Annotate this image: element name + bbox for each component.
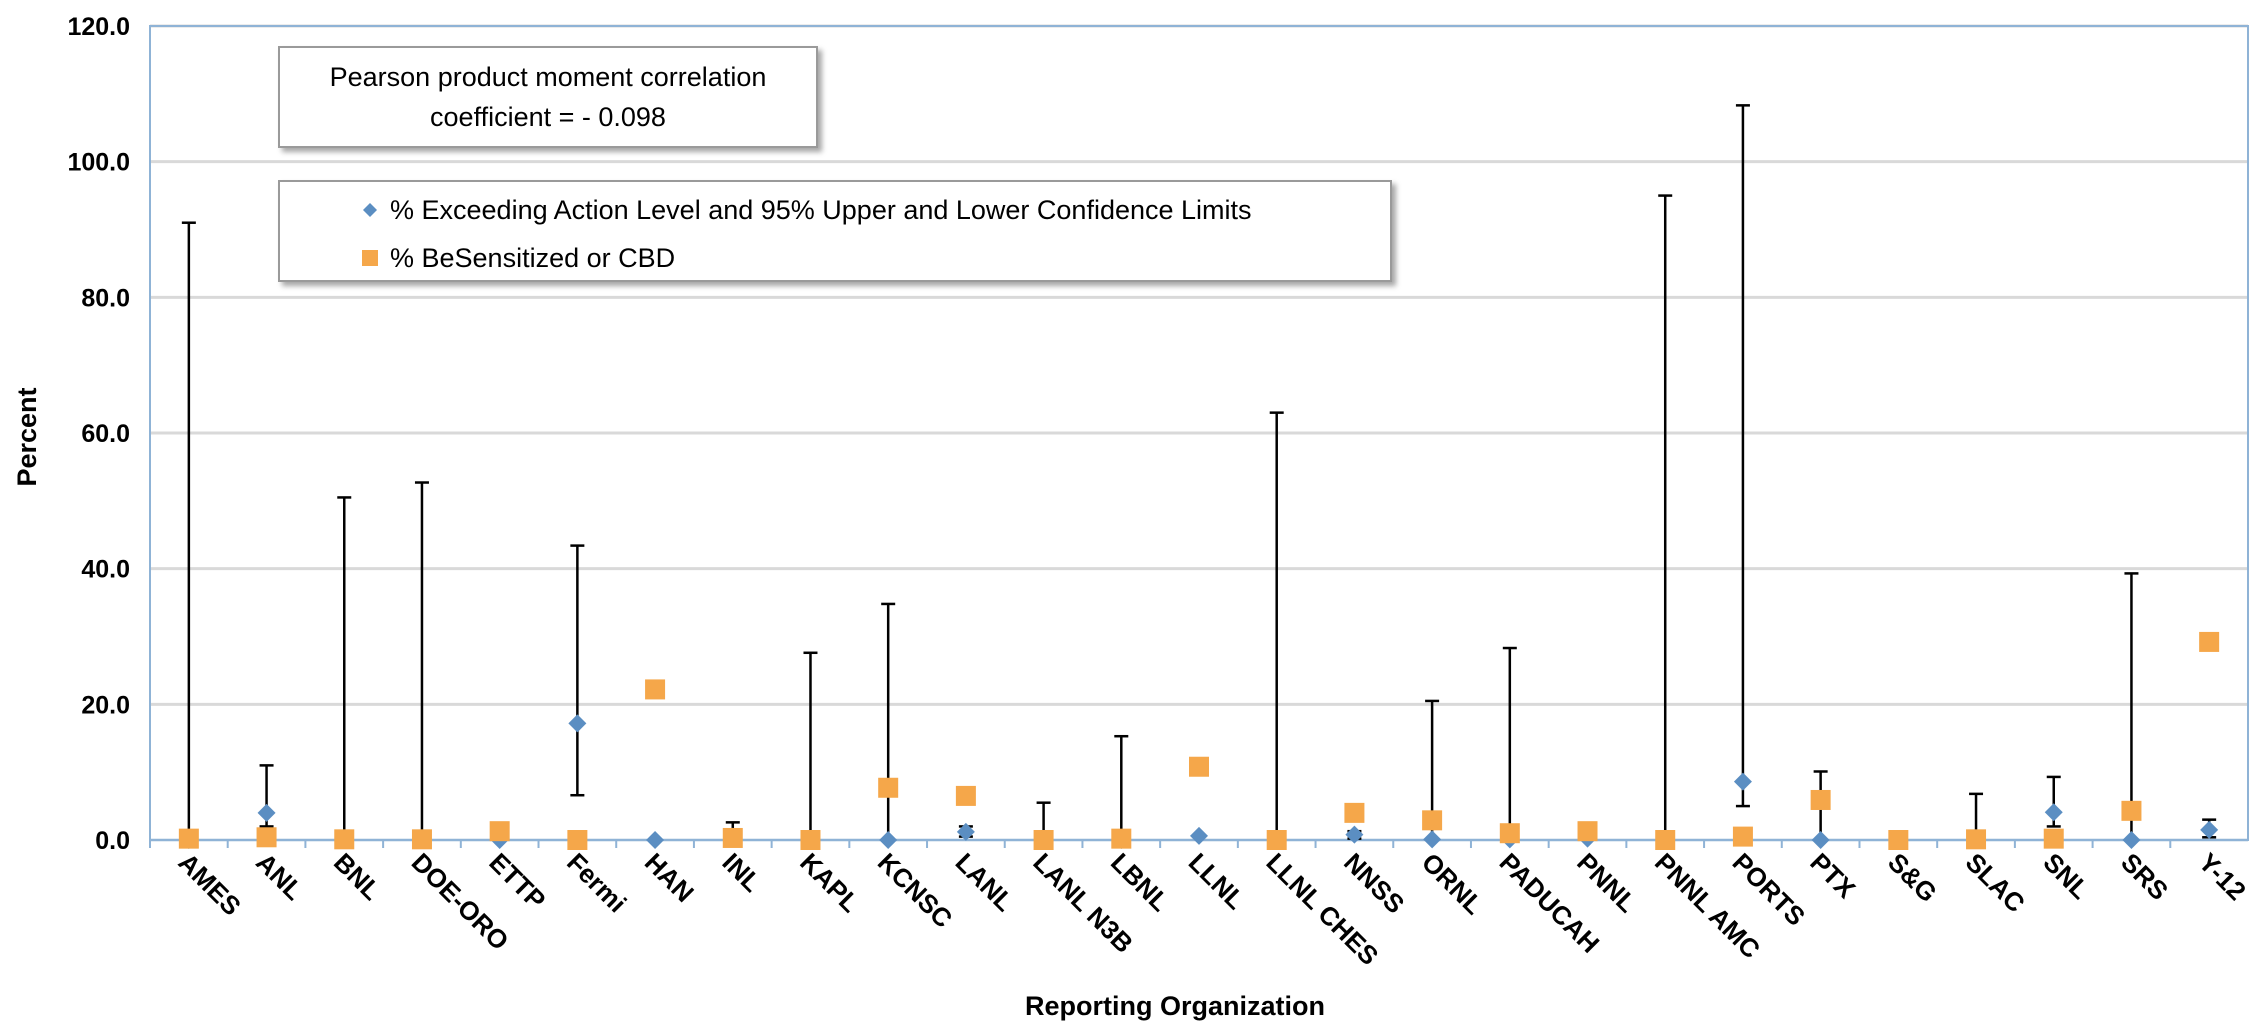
point-besensitized [2199, 631, 2220, 652]
point-exceeding [1423, 830, 1442, 849]
x-tick-label: KCNSC [872, 847, 959, 934]
point-besensitized [1033, 830, 1054, 850]
series-exceeding-points [179, 714, 2219, 849]
point-besensitized [1810, 789, 1831, 810]
legend-item-besensitized: % BeSensitized or CBD [280, 238, 675, 278]
x-tick-label: INL [717, 847, 768, 898]
point-besensitized [2121, 800, 2142, 821]
x-tick-label: ETTP [483, 847, 551, 915]
x-tick-label: PNNL [1571, 847, 1642, 918]
point-besensitized [1888, 830, 1909, 850]
point-exceeding [956, 822, 975, 841]
point-besensitized [1189, 756, 1209, 777]
x-tick-label: PTX [1804, 847, 1861, 904]
x-tick-label: S&G [1882, 847, 1943, 908]
x-tick-label: LLNL [1183, 847, 1251, 915]
point-besensitized [1655, 830, 1676, 850]
axes [149, 25, 2249, 848]
point-besensitized [1499, 823, 1520, 844]
point-besensitized [567, 830, 588, 850]
point-exceeding [568, 714, 587, 733]
x-tick-label: SLAC [1960, 847, 2031, 918]
y-tick-labels: 0.0 20.0 40.0 60.0 80.0 100.0 120.0 [67, 13, 130, 855]
x-tick-label: SRS [2115, 847, 2174, 906]
point-exceeding [1811, 831, 1830, 849]
x-tick-label: KAPL [794, 847, 865, 918]
x-tick-label: HAN [639, 847, 700, 908]
legend-item-exceeding: % Exceeding Action Level and 95% Upper a… [280, 190, 1252, 230]
point-exceeding [2200, 820, 2219, 839]
diamond-marker-icon [363, 203, 377, 217]
point-besensitized [878, 777, 899, 798]
x-tick-label: NNSS [1338, 847, 1410, 919]
x-axis-label: Reporting Organization [1025, 991, 1325, 1021]
point-exceeding [1190, 826, 1208, 845]
y-tick-label: 60.0 [81, 420, 130, 448]
point-besensitized [722, 827, 743, 848]
y-axis-label: Percent [12, 387, 42, 486]
y-tick-label: 20.0 [81, 691, 130, 719]
point-besensitized [1266, 830, 1287, 850]
point-besensitized [1732, 826, 1753, 847]
point-besensitized [800, 830, 821, 850]
point-exceeding [2044, 803, 2063, 822]
legend-label-exceeding: % Exceeding Action Level and 95% Upper a… [390, 194, 1252, 225]
legend-label-besensitized: % BeSensitized or CBD [390, 242, 676, 273]
point-besensitized [334, 829, 355, 850]
legend: % Exceeding Action Level and 95% Upper a… [278, 180, 1392, 282]
point-besensitized [645, 679, 666, 700]
point-besensitized [1577, 821, 1598, 842]
y-tick-label: 100.0 [67, 149, 130, 177]
x-tick-label: SNL [2037, 847, 2095, 905]
y-tick-label: 0.0 [95, 827, 130, 855]
point-besensitized [2043, 828, 2064, 849]
square-marker-icon [362, 250, 378, 266]
point-besensitized [1111, 828, 1132, 849]
correlation-annotation: Pearson product moment correlation coeff… [278, 46, 818, 148]
point-besensitized [1966, 829, 1987, 850]
point-besensitized [1344, 802, 1365, 823]
x-tick-label: BNL [328, 847, 387, 906]
x-tick-label: LBNL [1105, 847, 1175, 917]
y-tick-label: 40.0 [81, 556, 130, 584]
series-besensitized-points [178, 631, 2220, 850]
x-tick-label: Y-12 [2193, 847, 2250, 906]
point-exceeding [1733, 772, 1752, 791]
x-tick-label: ORNL [1416, 847, 1489, 920]
point-besensitized [178, 828, 199, 849]
point-exceeding [1345, 825, 1364, 844]
y-tick-label: 120.0 [67, 13, 130, 41]
x-tick-label: AMES [173, 847, 247, 921]
point-besensitized [411, 829, 432, 850]
point-exceeding [646, 831, 665, 849]
correlation-text: Pearson product moment correlation coeff… [329, 62, 767, 132]
x-tick-label: ANL [250, 847, 309, 906]
point-besensitized [256, 827, 277, 848]
x-tick-label: LANL [950, 847, 1020, 917]
point-besensitized [489, 821, 510, 842]
point-exceeding [257, 803, 276, 822]
point-exceeding [879, 831, 898, 849]
point-besensitized [955, 785, 976, 806]
point-besensitized [1422, 810, 1443, 831]
point-exceeding [2122, 831, 2141, 849]
y-tick-label: 80.0 [81, 284, 130, 312]
x-tick-label: Fermi [561, 847, 632, 918]
